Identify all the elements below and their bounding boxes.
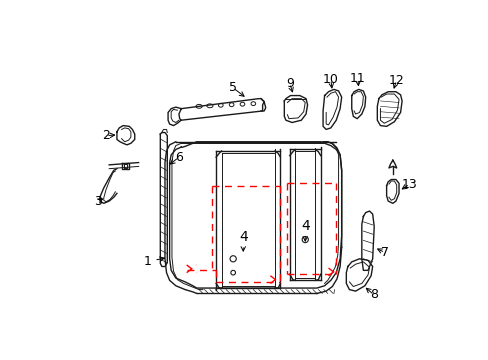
Text: 6: 6: [175, 150, 183, 164]
Text: 4: 4: [238, 230, 247, 244]
Text: 1: 1: [143, 255, 152, 267]
Text: 10: 10: [322, 73, 338, 86]
Text: 2: 2: [102, 129, 110, 142]
Text: 9: 9: [285, 77, 293, 90]
Text: 5: 5: [229, 81, 237, 94]
Text: 13: 13: [401, 177, 417, 190]
Text: 7: 7: [380, 246, 388, 259]
Text: 11: 11: [349, 72, 365, 85]
Text: 12: 12: [388, 74, 404, 87]
Text: 3: 3: [94, 194, 102, 208]
Text: 4: 4: [300, 220, 309, 233]
Text: 8: 8: [369, 288, 377, 301]
